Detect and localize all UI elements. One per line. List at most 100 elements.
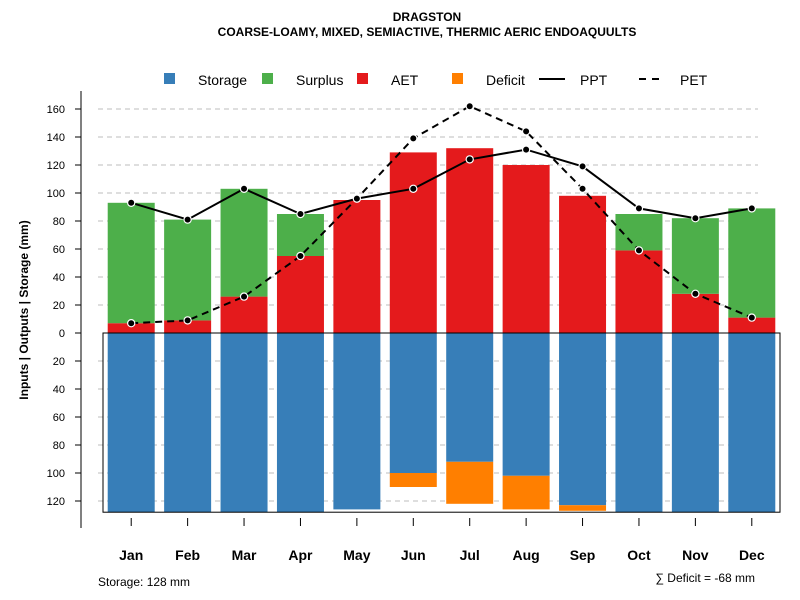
ppt-line xyxy=(130,148,752,221)
aet-bar xyxy=(502,165,550,333)
y-tick-label: 20 xyxy=(53,356,65,368)
lines xyxy=(127,101,756,328)
pet-point xyxy=(296,251,305,261)
storage-bar xyxy=(276,333,324,513)
deficit-bar xyxy=(446,461,494,504)
deficit-bar xyxy=(502,475,550,510)
y-tick-label: 0 xyxy=(59,328,65,340)
y-tick-label: 80 xyxy=(53,440,65,452)
aet-bar xyxy=(728,317,776,333)
legend: Storage Surplus AET Deficit PPT PET xyxy=(164,72,708,88)
ppt-point xyxy=(183,215,192,224)
pet-point xyxy=(127,319,136,328)
x-tick-label: Oct xyxy=(627,547,651,563)
legend-swatch xyxy=(262,73,273,84)
pet-point xyxy=(521,127,531,136)
storage-bar xyxy=(671,333,719,513)
legend-label: Storage xyxy=(198,72,247,88)
x-tick-label: Jun xyxy=(401,547,426,563)
aet-bar xyxy=(446,148,494,333)
x-tick-label: Feb xyxy=(175,547,200,563)
x-tick-label: Sep xyxy=(570,547,596,563)
aet-bar xyxy=(220,296,268,333)
y-tick-label: 20 xyxy=(53,300,65,312)
legend-swatch xyxy=(357,73,368,84)
x-tick-label: Nov xyxy=(682,547,709,563)
storage-bar xyxy=(164,333,212,513)
y-axis-label: Inputs | Outputs | Storage (mm) xyxy=(17,220,31,399)
surplus-bar xyxy=(164,219,212,321)
pet-point xyxy=(634,246,644,255)
storage-bar xyxy=(107,333,155,513)
pet-point xyxy=(578,184,587,193)
x-tick-label: Apr xyxy=(288,547,313,563)
storage-bar xyxy=(220,333,268,513)
y-tick-label: 40 xyxy=(53,272,65,284)
pet-point xyxy=(465,101,474,111)
storage-note: Storage: 128 mm xyxy=(98,575,190,589)
pet-point xyxy=(409,134,418,143)
x-tick-label: Jan xyxy=(119,547,143,563)
storage-bar xyxy=(615,333,663,513)
aet-bar xyxy=(559,195,607,333)
chart-title: DRAGSTON xyxy=(393,10,461,24)
x-tick-label: Aug xyxy=(513,547,540,563)
ppt-point xyxy=(578,162,587,171)
ppt-point xyxy=(296,209,305,219)
pet-point xyxy=(747,313,756,322)
x-tick-label: Dec xyxy=(739,547,765,563)
y-tick-label: 160 xyxy=(47,104,65,116)
pet-line xyxy=(131,105,753,325)
surplus-bar xyxy=(276,214,324,256)
axes: 120 100 80 60 40 20 0 20 40 60 80 100 120 140 160 Jan Fe… xyxy=(47,91,765,563)
y-tick-label: 60 xyxy=(53,244,65,256)
aet-bar xyxy=(107,323,155,333)
x-tick-label: Mar xyxy=(232,547,257,563)
legend-swatch xyxy=(164,73,175,84)
y-tick-label: 140 xyxy=(47,132,65,144)
ppt-point xyxy=(465,155,474,164)
y-tick-label: 60 xyxy=(53,412,65,424)
pet-point xyxy=(239,292,249,301)
y-tick-label: 120 xyxy=(47,496,65,508)
storage-bar xyxy=(389,333,437,473)
y-tick-label: 100 xyxy=(47,468,65,480)
ppt-point xyxy=(239,184,249,193)
legend-swatch xyxy=(452,73,463,84)
aet-bar xyxy=(164,320,212,333)
ppt-point xyxy=(521,145,531,154)
y-tick-label: 40 xyxy=(53,384,65,396)
storage-bar xyxy=(728,333,776,513)
ppt-point xyxy=(634,204,644,213)
surplus-bar xyxy=(220,188,268,297)
y-tick-label: 100 xyxy=(47,188,65,200)
aet-bar xyxy=(671,293,719,333)
aet-bar xyxy=(333,200,381,333)
bars xyxy=(102,148,781,513)
x-tick-label: Jul xyxy=(460,547,480,563)
pet-point xyxy=(691,289,700,298)
y-tick-label: 80 xyxy=(53,216,65,228)
legend-label: PET xyxy=(680,72,708,88)
legend-label: PPT xyxy=(580,72,608,88)
ppt-point xyxy=(352,194,362,203)
storage-bar xyxy=(559,333,607,506)
ppt-point xyxy=(691,213,700,223)
storage-bar xyxy=(333,333,381,510)
pet-point xyxy=(183,316,192,325)
storage-bar xyxy=(446,333,494,462)
legend-label: Surplus xyxy=(296,72,343,88)
legend-label: Deficit xyxy=(486,72,525,88)
surplus-bar xyxy=(107,202,155,324)
aet-bar xyxy=(615,250,663,333)
chart-subtitle: COARSE-LOAMY, MIXED, SEMIACTIVE, THERMIC… xyxy=(218,25,637,39)
ppt-point xyxy=(127,198,136,207)
surplus-bar xyxy=(728,208,776,318)
aet-bar xyxy=(276,256,324,333)
ppt-point xyxy=(747,204,756,213)
legend-label: AET xyxy=(391,72,419,88)
deficit-note: ∑ Deficit = -68 mm xyxy=(655,571,755,585)
x-tick-label: May xyxy=(343,547,370,563)
storage-bar xyxy=(502,333,550,476)
